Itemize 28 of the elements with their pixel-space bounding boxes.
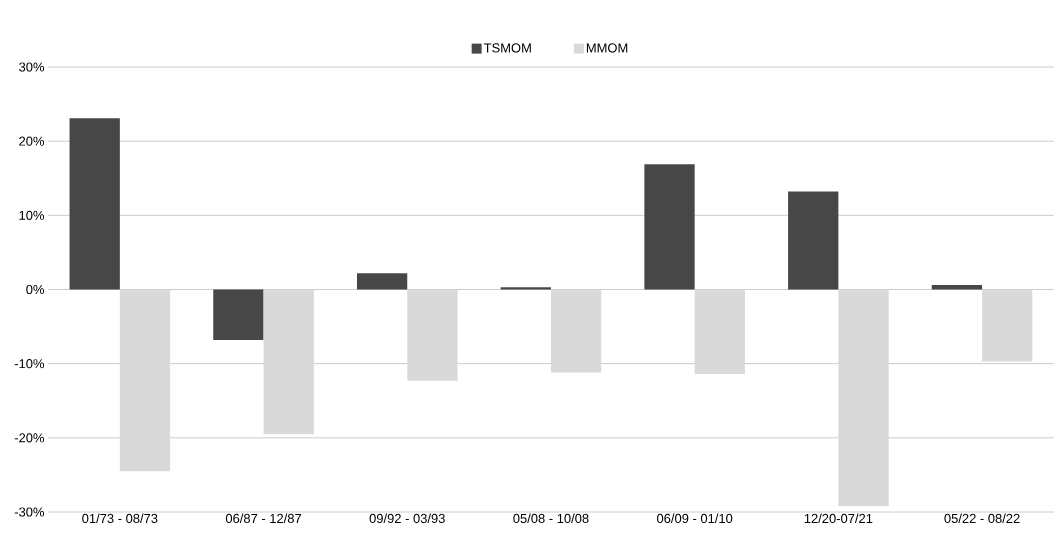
bar (356, 273, 408, 290)
bar (550, 289, 602, 373)
legend-label: TSMOM (483, 43, 531, 53)
bar (263, 289, 314, 435)
x-tick-label: 05/22 - 08/22 (944, 513, 1020, 524)
x-tick-label: 09/92 - 03/93 (369, 513, 445, 524)
y-tick-label: -10% (14, 359, 45, 369)
bar (407, 289, 458, 381)
y-tick-label: 30% (19, 62, 45, 72)
y-tick-label: 0% (26, 284, 45, 295)
x-tick-label: 06/87 - 12/87 (225, 513, 302, 524)
bar (213, 289, 264, 340)
y-tick-label: -20% (14, 433, 45, 443)
legend-label: MMOM (586, 43, 628, 53)
x-tick-label: 05/08 - 10/08 (513, 513, 589, 524)
bar (838, 289, 889, 507)
bar (788, 191, 839, 290)
x-tick-label: 12/20-07/21 (804, 513, 873, 524)
x-tick-label: 01/73 - 08/73 (82, 513, 158, 524)
bar (982, 289, 1033, 362)
y-tick-label: -30% (14, 507, 45, 517)
bar (119, 289, 171, 472)
bar (694, 289, 745, 375)
bar (644, 164, 695, 290)
bar (69, 118, 120, 290)
x-tick-label: 06/09 - 01/10 (657, 513, 733, 524)
y-tick-label: 10% (19, 210, 45, 220)
y-tick-label: 20% (19, 136, 45, 146)
